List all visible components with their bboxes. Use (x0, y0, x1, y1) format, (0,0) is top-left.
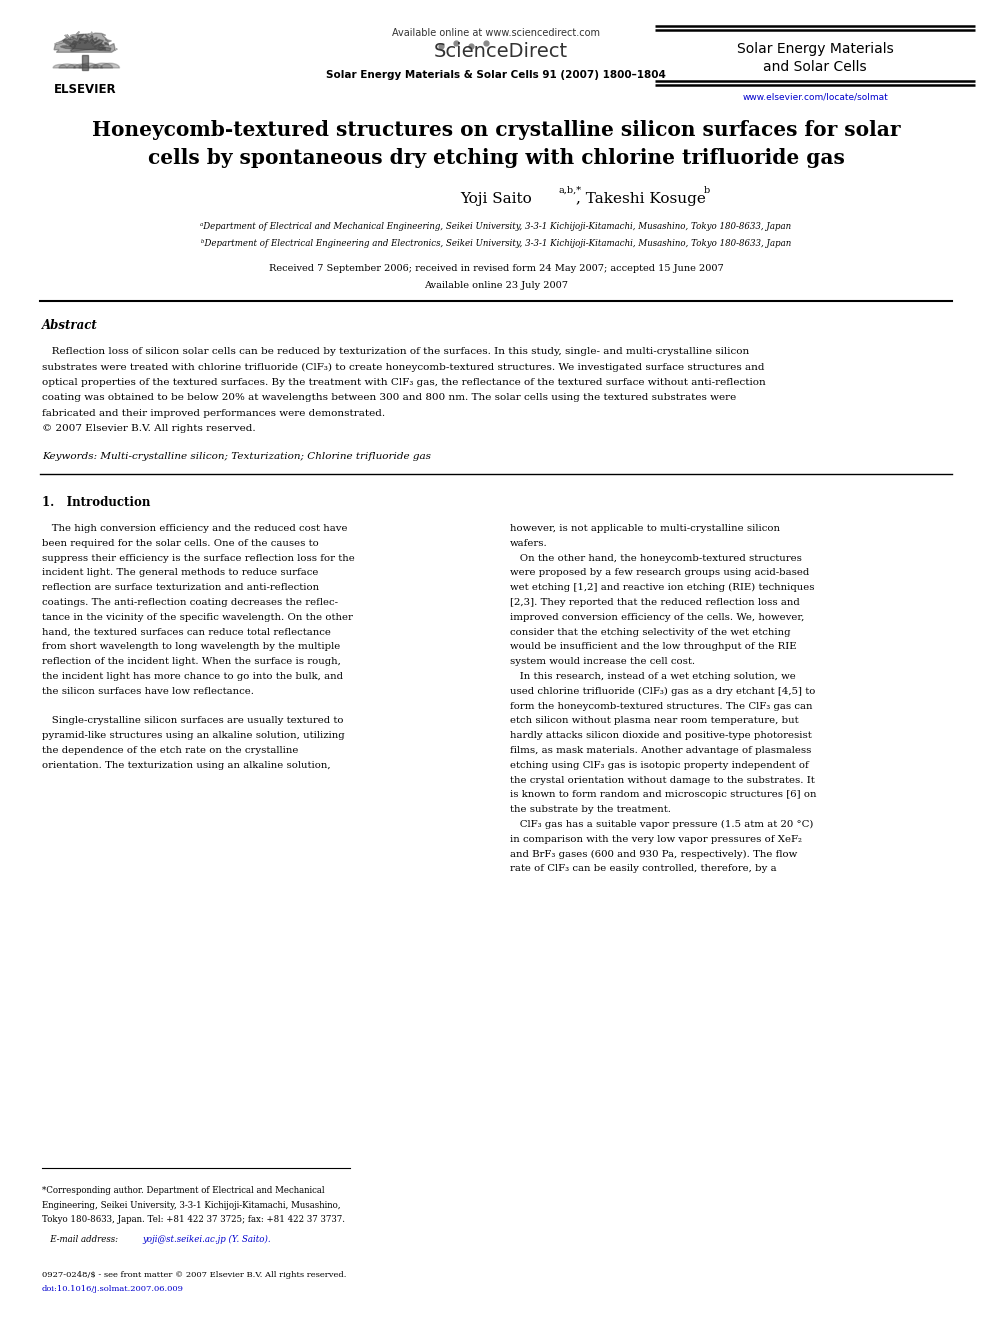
Text: form the honeycomb-textured structures. The ClF₃ gas can: form the honeycomb-textured structures. … (510, 701, 812, 710)
Text: Received 7 September 2006; received in revised form 24 May 2007; accepted 15 Jun: Received 7 September 2006; received in r… (269, 265, 723, 273)
Text: however, is not applicable to multi-crystalline silicon: however, is not applicable to multi-crys… (510, 524, 780, 533)
Text: 0927-0248/$ - see front matter © 2007 Elsevier B.V. All rights reserved.: 0927-0248/$ - see front matter © 2007 El… (42, 1271, 346, 1279)
Text: suppress their efficiency is the surface reflection loss for the: suppress their efficiency is the surface… (42, 553, 355, 562)
Text: the dependence of the etch rate on the crystalline: the dependence of the etch rate on the c… (42, 746, 299, 755)
Text: reflection of the incident light. When the surface is rough,: reflection of the incident light. When t… (42, 658, 341, 667)
Text: *Corresponding author. Department of Electrical and Mechanical: *Corresponding author. Department of Ele… (42, 1185, 324, 1195)
Text: etch silicon without plasma near room temperature, but: etch silicon without plasma near room te… (510, 716, 799, 725)
Polygon shape (93, 64, 113, 67)
Text: ScienceDirect: ScienceDirect (434, 42, 568, 61)
Text: wafers.: wafers. (510, 538, 548, 548)
Text: yoji@st.seikei.ac.jp (Y. Saito).: yoji@st.seikei.ac.jp (Y. Saito). (142, 1234, 271, 1244)
Text: the silicon surfaces have low reflectance.: the silicon surfaces have low reflectanc… (42, 687, 254, 696)
Text: pyramid-like structures using an alkaline solution, utilizing: pyramid-like structures using an alkalin… (42, 732, 344, 740)
Text: Abstract: Abstract (42, 319, 98, 332)
Text: were proposed by a few research groups using acid-based: were proposed by a few research groups u… (510, 569, 809, 577)
Text: hardly attacks silicon dioxide and positive-type photoresist: hardly attacks silicon dioxide and posit… (510, 732, 811, 740)
Text: rate of ClF₃ can be easily controlled, therefore, by a: rate of ClF₃ can be easily controlled, t… (510, 864, 777, 873)
Text: fabricated and their improved performances were demonstrated.: fabricated and their improved performanc… (42, 409, 385, 418)
Text: coatings. The anti-reflection coating decreases the reflec-: coatings. The anti-reflection coating de… (42, 598, 338, 607)
Text: Reflection loss of silicon solar cells can be reduced by texturization of the su: Reflection loss of silicon solar cells c… (42, 347, 749, 356)
Text: the incident light has more chance to go into the bulk, and: the incident light has more chance to go… (42, 672, 343, 681)
Text: The high conversion efficiency and the reduced cost have: The high conversion efficiency and the r… (42, 524, 347, 533)
Text: © 2007 Elsevier B.V. All rights reserved.: © 2007 Elsevier B.V. All rights reserved… (42, 425, 256, 434)
Text: b: b (704, 187, 710, 194)
Text: [2,3]. They reported that the reduced reflection loss and: [2,3]. They reported that the reduced re… (510, 598, 800, 607)
Text: On the other hand, the honeycomb-textured structures: On the other hand, the honeycomb-texture… (510, 553, 802, 562)
Text: is known to form random and microscopic structures [6] on: is known to form random and microscopic … (510, 790, 816, 799)
Text: etching using ClF₃ gas is isotopic property independent of: etching using ClF₃ gas is isotopic prope… (510, 761, 808, 770)
Polygon shape (100, 64, 119, 67)
Text: coating was obtained to be below 20% at wavelengths between 300 and 800 nm. The : coating was obtained to be below 20% at … (42, 393, 736, 402)
Text: system would increase the cell cost.: system would increase the cell cost. (510, 658, 695, 667)
Text: tance in the vicinity of the specific wavelength. On the other: tance in the vicinity of the specific wa… (42, 613, 353, 622)
Text: doi:10.1016/j.solmat.2007.06.009: doi:10.1016/j.solmat.2007.06.009 (42, 1285, 184, 1293)
Polygon shape (61, 34, 111, 50)
Text: and BrF₃ gases (600 and 930 Pa, respectively). The flow: and BrF₃ gases (600 and 930 Pa, respecti… (510, 849, 798, 859)
Text: from short wavelength to long wavelength by the multiple: from short wavelength to long wavelength… (42, 643, 340, 651)
Text: orientation. The texturization using an alkaline solution,: orientation. The texturization using an … (42, 761, 330, 770)
Text: 1.   Introduction: 1. Introduction (42, 496, 151, 509)
Text: www.elsevier.com/locate/solmat: www.elsevier.com/locate/solmat (742, 93, 888, 102)
Text: Solar Energy Materials: Solar Energy Materials (737, 42, 894, 56)
Text: Available online 23 July 2007: Available online 23 July 2007 (424, 280, 568, 290)
Text: Yoji Saito: Yoji Saito (460, 192, 532, 206)
Text: ᵇDepartment of Electrical Engineering and Electronics, Seikei University, 3-3-1 : ᵇDepartment of Electrical Engineering an… (200, 239, 792, 249)
Text: ELSEVIER: ELSEVIER (54, 83, 116, 97)
Polygon shape (55, 32, 117, 53)
Text: improved conversion efficiency of the cells. We, however,: improved conversion efficiency of the ce… (510, 613, 805, 622)
Text: would be insufficient and the low throughput of the RIE: would be insufficient and the low throug… (510, 643, 797, 651)
Text: substrates were treated with chlorine trifluoride (ClF₃) to create honeycomb-tex: substrates were treated with chlorine tr… (42, 363, 765, 372)
Text: Available online at www.sciencedirect.com: Available online at www.sciencedirect.co… (392, 28, 600, 38)
Text: used chlorine trifluoride (ClF₃) gas as a dry etchant [4,5] to: used chlorine trifluoride (ClF₃) gas as … (510, 687, 815, 696)
Text: optical properties of the textured surfaces. By the treatment with ClF₃ gas, the: optical properties of the textured surfa… (42, 378, 766, 388)
Text: a,b,*: a,b,* (558, 187, 581, 194)
Text: the crystal orientation without damage to the substrates. It: the crystal orientation without damage t… (510, 775, 814, 785)
Text: Honeycomb-textured structures on crystalline silicon surfaces for solar: Honeycomb-textured structures on crystal… (91, 120, 901, 140)
Polygon shape (53, 65, 66, 67)
Text: the substrate by the treatment.: the substrate by the treatment. (510, 806, 671, 814)
Polygon shape (69, 38, 105, 52)
Text: E-mail address:: E-mail address: (42, 1234, 121, 1244)
Text: Engineering, Seikei University, 3-3-1 Kichijoji-Kitamachi, Musashino,: Engineering, Seikei University, 3-3-1 Ki… (42, 1200, 340, 1209)
Polygon shape (67, 65, 81, 67)
Text: Tokyo 180-8633, Japan. Tel: +81 422 37 3725; fax: +81 422 37 3737.: Tokyo 180-8633, Japan. Tel: +81 422 37 3… (42, 1215, 345, 1224)
Text: cells by spontaneous dry etching with chlorine trifluoride gas: cells by spontaneous dry etching with ch… (148, 148, 844, 168)
Text: consider that the etching selectivity of the wet etching: consider that the etching selectivity of… (510, 627, 791, 636)
Text: , Takeshi Kosuge: , Takeshi Kosuge (576, 192, 706, 206)
Polygon shape (79, 64, 98, 67)
Text: films, as mask materials. Another advantage of plasmaless: films, as mask materials. Another advant… (510, 746, 811, 755)
Text: reflection are surface texturization and anti-reflection: reflection are surface texturization and… (42, 583, 319, 593)
Text: hand, the textured surfaces can reduce total reflectance: hand, the textured surfaces can reduce t… (42, 627, 331, 636)
Polygon shape (73, 64, 89, 67)
Text: been required for the solar cells. One of the causes to: been required for the solar cells. One o… (42, 538, 318, 548)
Text: ᵃDepartment of Electrical and Mechanical Engineering, Seikei University, 3-3-1 K: ᵃDepartment of Electrical and Mechanical… (200, 222, 792, 232)
Text: and Solar Cells: and Solar Cells (763, 60, 867, 74)
Polygon shape (82, 56, 88, 70)
Text: Solar Energy Materials & Solar Cells 91 (2007) 1800–1804: Solar Energy Materials & Solar Cells 91 … (326, 70, 666, 79)
Text: Single-crystalline silicon surfaces are usually textured to: Single-crystalline silicon surfaces are … (42, 716, 343, 725)
Polygon shape (59, 64, 75, 67)
Text: in comparison with the very low vapor pressures of XeF₂: in comparison with the very low vapor pr… (510, 835, 802, 844)
Text: In this research, instead of a wet etching solution, we: In this research, instead of a wet etchi… (510, 672, 796, 681)
Text: incident light. The general methods to reduce surface: incident light. The general methods to r… (42, 569, 318, 577)
Text: ClF₃ gas has a suitable vapor pressure (1.5 atm at 20 °C): ClF₃ gas has a suitable vapor pressure (… (510, 820, 813, 830)
Polygon shape (88, 65, 102, 67)
Text: Keywords: Multi-crystalline silicon; Texturization; Chlorine trifluoride gas: Keywords: Multi-crystalline silicon; Tex… (42, 452, 431, 460)
Text: wet etching [1,2] and reactive ion etching (RIE) techniques: wet etching [1,2] and reactive ion etchi… (510, 583, 814, 593)
